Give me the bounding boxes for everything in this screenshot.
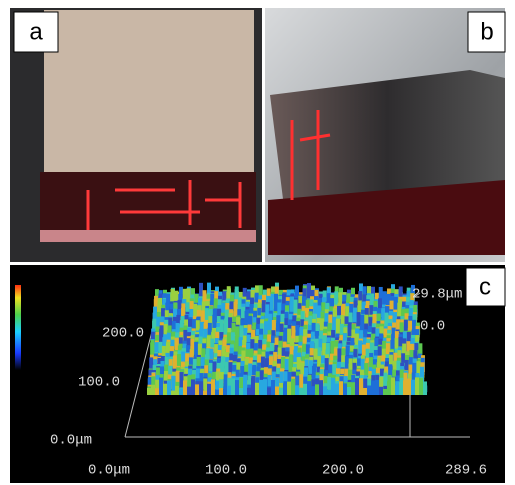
panel-label: b bbox=[480, 18, 493, 45]
surface-texture bbox=[247, 388, 251, 395]
surface-texture bbox=[327, 390, 331, 395]
surface-texture bbox=[175, 386, 179, 395]
x-label: 0.0μm bbox=[88, 463, 130, 479]
surface-texture bbox=[183, 380, 187, 395]
surface-texture bbox=[415, 377, 419, 395]
surface-texture bbox=[339, 381, 343, 395]
surface-texture bbox=[319, 380, 323, 395]
x-label: 100.0 bbox=[205, 463, 247, 479]
surface-texture bbox=[239, 388, 243, 395]
surface-texture bbox=[179, 372, 183, 389]
surface-texture bbox=[171, 391, 175, 395]
surface-texture bbox=[359, 378, 363, 395]
surface-texture bbox=[391, 377, 395, 395]
y-label: 100.0 bbox=[78, 375, 120, 391]
x-label: 289.6 bbox=[445, 463, 487, 479]
surface-texture bbox=[149, 357, 153, 369]
surface-texture bbox=[207, 384, 211, 395]
surface-texture bbox=[383, 389, 387, 395]
surface-texture bbox=[335, 383, 339, 395]
surface-texture bbox=[151, 385, 155, 395]
surface-texture bbox=[158, 342, 162, 355]
surface-texture bbox=[203, 391, 207, 395]
surface-texture bbox=[179, 388, 183, 395]
surface-texture bbox=[395, 385, 399, 395]
surface-texture bbox=[243, 378, 247, 395]
surface-texture bbox=[379, 387, 383, 395]
surface-texture bbox=[171, 376, 175, 392]
surface-texture bbox=[343, 383, 347, 395]
surface-texture bbox=[371, 380, 375, 395]
surface-texture bbox=[259, 380, 263, 395]
sample-block bbox=[40, 172, 256, 238]
panel-b: b bbox=[265, 8, 505, 262]
surface-texture bbox=[235, 380, 239, 395]
surface-texture bbox=[227, 386, 231, 395]
surface-texture bbox=[407, 379, 411, 395]
surface-texture bbox=[323, 386, 327, 395]
surface-texture bbox=[311, 386, 315, 395]
surface-texture bbox=[211, 379, 215, 395]
edge bbox=[40, 230, 256, 242]
surface-texture bbox=[363, 388, 367, 395]
surface-texture bbox=[275, 387, 279, 395]
surface-texture bbox=[375, 380, 379, 395]
surface-texture bbox=[351, 382, 355, 395]
surface-texture bbox=[271, 380, 275, 395]
surface-texture bbox=[255, 383, 259, 395]
surface-texture bbox=[411, 380, 415, 395]
surface-texture bbox=[283, 383, 287, 395]
surface-texture bbox=[303, 384, 307, 395]
panel-label: a bbox=[29, 18, 43, 45]
surface-texture bbox=[223, 390, 227, 395]
surface-texture bbox=[263, 379, 267, 395]
surface-texture bbox=[287, 382, 291, 395]
surface-texture bbox=[195, 384, 199, 395]
surface-texture bbox=[191, 379, 195, 395]
surface bbox=[147, 283, 427, 395]
surface-texture bbox=[403, 380, 407, 395]
surface-texture bbox=[295, 385, 299, 395]
surface-texture bbox=[367, 386, 371, 395]
surface-texture bbox=[267, 387, 271, 395]
colorbar bbox=[15, 285, 21, 370]
x-label: 200.0 bbox=[322, 463, 364, 479]
panel-label: c bbox=[479, 273, 491, 300]
surface-texture bbox=[203, 378, 207, 392]
surface-texture bbox=[215, 390, 219, 395]
surface-texture bbox=[419, 378, 423, 395]
panel-a: a bbox=[10, 8, 262, 262]
surface-texture bbox=[199, 381, 203, 395]
surface-texture bbox=[163, 384, 167, 395]
surface-texture bbox=[347, 387, 351, 395]
surface-texture bbox=[387, 381, 391, 395]
surface-texture bbox=[147, 388, 151, 395]
surface-texture bbox=[399, 387, 403, 395]
y-label: 200.0 bbox=[102, 326, 144, 342]
surface-texture bbox=[330, 341, 334, 355]
surface-texture bbox=[159, 378, 163, 395]
sample-top bbox=[44, 10, 254, 174]
surface-texture bbox=[423, 381, 427, 395]
surface-texture bbox=[331, 378, 335, 395]
surface-texture bbox=[231, 378, 235, 395]
surface-texture bbox=[155, 388, 159, 395]
surface-texture bbox=[355, 378, 359, 395]
surface-texture bbox=[279, 388, 283, 395]
surface-texture bbox=[315, 384, 319, 395]
z-label: 29.8μm bbox=[412, 287, 462, 303]
z-label: 0.0 bbox=[420, 319, 445, 335]
panel-c: c 29.8μm 0.0 200.0 100.0 0.0μm 0.0μm 100… bbox=[10, 265, 505, 483]
surface-texture bbox=[219, 388, 223, 395]
surface-texture bbox=[167, 381, 171, 395]
y-label: 0.0μm bbox=[50, 433, 92, 449]
surface-texture bbox=[291, 379, 295, 395]
surface-texture bbox=[299, 388, 303, 395]
page: a b c 29.8μm 0.0 200.0 100.0 0.0μm 0.0μm… bbox=[0, 0, 515, 485]
surface-texture bbox=[307, 381, 311, 395]
surface-texture bbox=[251, 378, 255, 395]
surface-texture bbox=[187, 387, 191, 395]
figure: a b c 29.8μm 0.0 200.0 100.0 0.0μm 0.0μm… bbox=[0, 0, 515, 485]
